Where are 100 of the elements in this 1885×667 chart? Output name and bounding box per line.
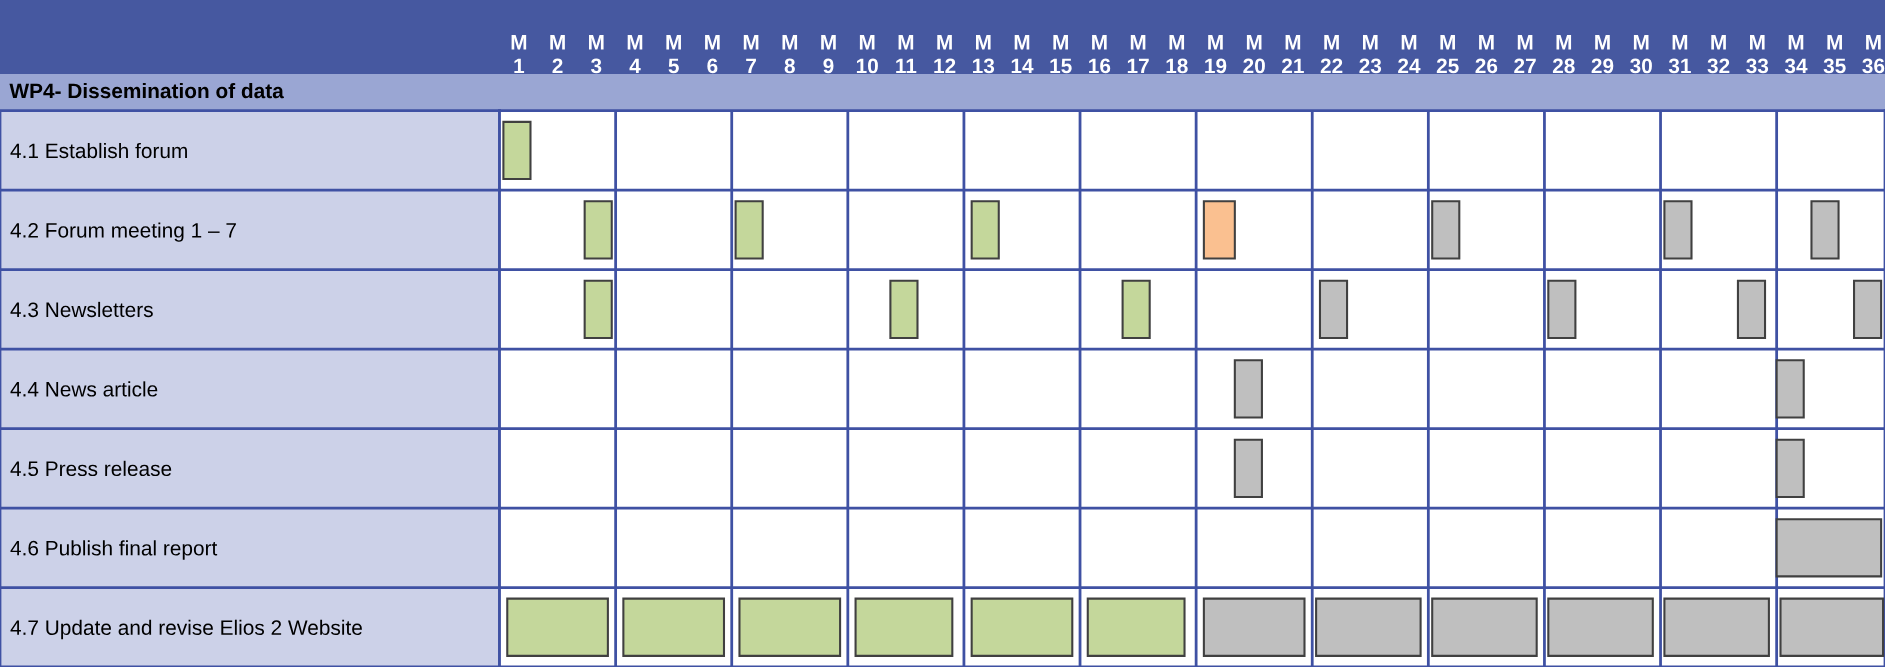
x-tick-label: 26 bbox=[1475, 58, 1498, 74]
x-tick-label: 35 bbox=[1823, 58, 1846, 74]
text: M bbox=[1092, 35, 1107, 50]
x-tick-label: 25 bbox=[1436, 58, 1459, 74]
x-tick-label: 7 bbox=[746, 58, 756, 74]
x-tick-label: 32 bbox=[1707, 58, 1730, 74]
text: M bbox=[1750, 35, 1765, 50]
text: M bbox=[898, 35, 914, 50]
bar bbox=[622, 597, 726, 657]
bar bbox=[889, 279, 919, 340]
x-tick-label: 1 bbox=[514, 58, 525, 74]
bar bbox=[734, 200, 764, 260]
x-tick-label: 12 bbox=[934, 58, 956, 74]
text: M bbox=[782, 35, 798, 50]
text: M bbox=[1633, 35, 1649, 50]
text: M bbox=[1711, 35, 1726, 50]
x-tick-label: 31 bbox=[1668, 58, 1691, 74]
text: M bbox=[1169, 35, 1185, 50]
text: M bbox=[1014, 35, 1030, 50]
text: M bbox=[1324, 35, 1339, 50]
bar bbox=[583, 200, 613, 260]
text: M bbox=[1556, 35, 1572, 50]
x-tick-label: 13 bbox=[973, 58, 995, 74]
y-tick-label: 4.2 Forum meeting 1 – 7 bbox=[10, 222, 236, 242]
x-tick-label: 24 bbox=[1398, 58, 1421, 74]
x-tick-label: 9 bbox=[823, 58, 834, 74]
y-tick-label: 4.1 Establish forum bbox=[10, 142, 187, 159]
text: M bbox=[511, 35, 527, 50]
x-tick-label: 17 bbox=[1127, 58, 1149, 74]
bar bbox=[1853, 279, 1883, 340]
text: M bbox=[1517, 35, 1533, 50]
x-tick-label: 6 bbox=[707, 58, 718, 74]
x-tick-label: 4 bbox=[629, 58, 641, 74]
text: M bbox=[1788, 35, 1804, 50]
text: M bbox=[1401, 35, 1417, 50]
y-tick-label: 4.7 Update and revise Elios 2 Website bbox=[10, 619, 362, 640]
bar bbox=[1779, 597, 1885, 657]
text: WP4- Dissemination of data bbox=[9, 82, 284, 99]
x-tick-label: 3 bbox=[590, 58, 602, 74]
x-tick-label: 20 bbox=[1243, 58, 1265, 74]
x-tick-label: 29 bbox=[1591, 58, 1614, 74]
text: M bbox=[1130, 35, 1146, 50]
text: M bbox=[937, 35, 952, 50]
text: M bbox=[743, 35, 759, 50]
y-tick-label: 4.3 Newsletters bbox=[10, 301, 153, 318]
x-tick-label: 30 bbox=[1630, 58, 1652, 74]
text: M bbox=[1208, 35, 1223, 50]
x-tick-label: 21 bbox=[1282, 58, 1304, 74]
text: M bbox=[1479, 35, 1494, 50]
x-tick-label: 11 bbox=[896, 58, 917, 74]
bar bbox=[506, 597, 609, 657]
text: M bbox=[1595, 35, 1610, 50]
x-tick-label: 2 bbox=[552, 58, 563, 74]
x-tick-label: 19 bbox=[1205, 58, 1227, 74]
x-tick-label: 15 bbox=[1050, 58, 1072, 74]
bar bbox=[1202, 200, 1236, 260]
y-tick-label: 4.4 News article bbox=[10, 381, 158, 397]
x-tick-label: 34 bbox=[1784, 58, 1808, 74]
bar bbox=[1810, 200, 1840, 260]
text: M bbox=[1672, 35, 1688, 50]
x-tick-label: 5 bbox=[668, 58, 679, 74]
bar bbox=[970, 200, 1000, 260]
x-tick-label: 23 bbox=[1359, 58, 1382, 74]
bar bbox=[1663, 200, 1693, 260]
text: M bbox=[666, 35, 681, 50]
x-tick-label: 22 bbox=[1320, 58, 1343, 74]
bar bbox=[738, 597, 842, 657]
x-tick-label: 28 bbox=[1552, 58, 1575, 74]
x-tick-label: 14 bbox=[1011, 58, 1034, 74]
bar bbox=[1663, 597, 1770, 657]
x-tick-label: 27 bbox=[1514, 58, 1536, 74]
bar bbox=[1121, 279, 1151, 340]
x-tick-label: 10 bbox=[856, 58, 878, 74]
text: M bbox=[1440, 35, 1455, 50]
bar bbox=[1431, 200, 1461, 260]
text: M bbox=[588, 35, 604, 50]
bar bbox=[583, 279, 613, 340]
bar bbox=[1315, 597, 1422, 657]
text: M bbox=[1053, 35, 1068, 50]
y-tick-label: 4.6 Publish final report bbox=[10, 540, 218, 560]
bar bbox=[1202, 597, 1306, 657]
text: M bbox=[976, 35, 991, 50]
text: M bbox=[705, 35, 720, 50]
bar bbox=[1736, 279, 1767, 340]
bar bbox=[502, 120, 532, 181]
x-tick-label: 33 bbox=[1746, 58, 1769, 74]
text: M bbox=[1827, 35, 1842, 50]
y-tick-label: 4.5 Press release bbox=[10, 460, 172, 477]
text: M bbox=[1363, 35, 1378, 50]
text: M bbox=[550, 35, 565, 50]
x-tick-label: 8 bbox=[784, 58, 795, 74]
text: M bbox=[1246, 35, 1262, 50]
bar bbox=[1431, 597, 1538, 657]
x-tick-label: 36 bbox=[1862, 58, 1885, 74]
text: M bbox=[821, 35, 836, 50]
bar bbox=[1547, 597, 1654, 657]
bar bbox=[1547, 279, 1577, 340]
text: M bbox=[859, 35, 875, 50]
x-tick-label: 16 bbox=[1089, 58, 1111, 74]
text: M bbox=[1285, 35, 1301, 50]
